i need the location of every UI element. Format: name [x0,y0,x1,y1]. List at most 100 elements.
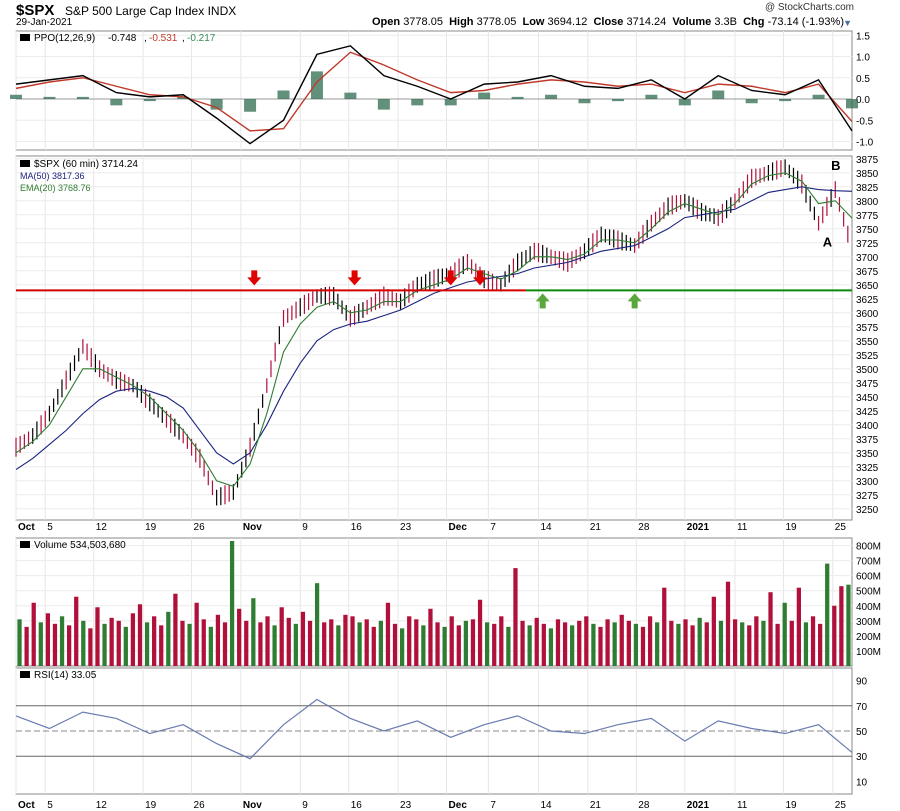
chg-label: Chg [743,16,765,28]
volume-bar [102,623,107,666]
volume-bar [343,614,348,666]
x-tick-label: 19 [145,800,157,811]
volume-bar [322,622,327,666]
ppo-histogram-bar [344,92,357,99]
y-tick-label: 800M [856,542,881,553]
green-up-arrow-icon [627,293,642,309]
x-tick-label: 11 [737,800,748,811]
y-tick-label: 3550 [856,337,879,348]
green-up-arrow-icon [535,293,550,309]
volume-bar [215,614,221,666]
volume-bar [251,598,256,666]
volume-bar [385,602,391,666]
ppo-histogram-bar [712,90,725,99]
legend-swatch [20,541,30,548]
y-tick-label: 3850 [856,169,879,180]
volume-bar [655,622,660,666]
volume-bar [619,614,624,666]
volume-bar [95,607,100,666]
x-tick-label: Dec [449,522,468,533]
ppo-histogram-bar [244,99,257,112]
y-tick-label: 3425 [856,407,879,418]
volume-bar [88,628,93,666]
quote-bar: Open 3778.05 High 3778.05 Low 3694.12 Cl… [372,16,844,28]
volume-bar [449,616,454,666]
volume-bar [740,622,745,666]
ppo-histogram-bar [277,90,290,99]
x-tick-label: 25 [835,522,847,533]
y-tick-label: 3875 [856,155,879,166]
volume-bar [137,604,143,666]
y-tick-label: 3625 [856,295,879,306]
ppo-histogram-bar [678,99,691,106]
volume-bar [669,620,674,666]
volume-bar [81,620,86,666]
volume-bar [159,625,164,666]
volume-bar [839,586,844,666]
volume-bar [123,626,128,666]
volume-bar [456,625,461,666]
y-tick-label: 3675 [856,267,879,278]
volume-bar [647,616,653,666]
red-down-arrow-icon [472,270,487,286]
volume-bar [598,626,603,666]
volume-bar [392,623,398,666]
volume-value: 3.3B [714,16,737,28]
y-tick-label: 3725 [856,239,879,250]
volume-bar [789,620,794,666]
ema20-line [15,172,853,488]
rsi-title: RSI(14) 33.05 [34,670,97,681]
y-tick-label: 3400 [856,421,879,432]
red-down-arrow-icon [443,270,458,286]
y-tick-label: 3575 [856,323,879,334]
volume-bar [570,625,575,666]
y-tick-label: 400M [856,602,881,613]
volume-bar [541,623,546,666]
volume-bar [187,623,192,666]
x-tick-label: 28 [638,800,650,811]
y-tick-label: 90 [856,677,868,688]
y-tick-label: 3350 [856,449,879,460]
volume-bar [626,620,631,666]
volume-bar [534,617,539,666]
exchange-label: INDX [207,4,237,18]
x-tick-label: 2021 [687,800,710,811]
x-tick-label: 19 [785,800,797,811]
volume-bar [775,623,780,666]
y-tick-label: 100M [856,647,881,658]
ppo-histogram-bar [511,96,524,99]
open-label: Open [372,16,401,28]
y-tick-label: 50 [856,727,868,738]
y-tick-label: 0.0 [856,95,870,106]
volume-title: Volume 534,503,680 [34,540,126,551]
x-tick-label: 19 [145,522,157,533]
x-tick-label: 21 [590,522,602,533]
dropdown-caret-icon[interactable]: ▼ [843,18,852,28]
x-tick-label: 9 [302,522,308,533]
ema20-legend: EMA(20) 3768.76 [20,183,91,193]
volume-bar [24,626,29,666]
volume-bar [662,587,667,666]
volume-bar [109,617,114,666]
symbol-label[interactable]: $SPX [16,2,55,19]
volume-bar [201,619,206,666]
red-down-arrow-icon [247,270,262,286]
close-value: 3714.24 [626,16,667,28]
low-label: Low [522,16,545,28]
volume-bar [350,616,355,666]
volume-bar [718,620,724,666]
volume-bar [605,619,610,666]
volume-bar [477,599,483,666]
volume-bar [555,619,561,666]
x-tick-label: 16 [351,800,363,811]
x-tick-label: 23 [400,522,412,533]
volume-bar [612,622,617,666]
volume-bar [825,563,830,666]
volume-bar [782,602,787,666]
y-tick-label: 3825 [856,183,879,194]
y-tick-label: 500M [856,587,881,598]
ppo-histogram-bar [745,99,758,104]
x-tick-label: 26 [194,800,206,811]
x-tick-label: Oct [18,800,35,811]
